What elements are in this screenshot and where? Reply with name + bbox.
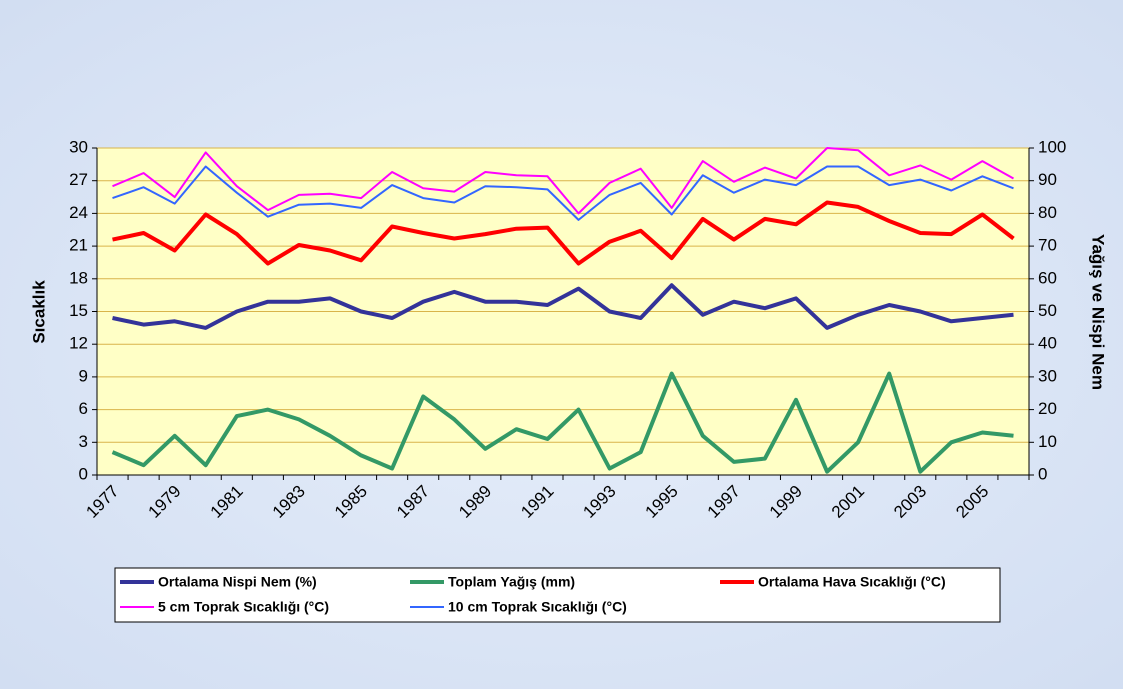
series-line <box>111 371 1014 474</box>
y-tick-label: 9 <box>79 366 88 385</box>
y-tick-label: 12 <box>69 334 88 353</box>
y2-tick-label: 20 <box>1038 399 1057 418</box>
y-tick-label: 27 <box>69 170 88 189</box>
legend-label: Ortalama Nispi Nem (%) <box>158 574 317 590</box>
y-tick-label: 0 <box>79 464 88 483</box>
series-line <box>112 165 1014 221</box>
y-tick-label: 24 <box>69 203 88 222</box>
legend-label: 10 cm Toprak Sıcaklığı (°C) <box>448 599 627 615</box>
legend-box <box>114 567 1001 623</box>
y-tick-label: 30 <box>69 137 88 156</box>
y2-tick-label: 40 <box>1038 334 1057 353</box>
y-tick-label: 15 <box>69 301 88 320</box>
y-tick-label: 3 <box>79 432 88 451</box>
y-tick-label: 21 <box>69 236 88 255</box>
series-line <box>112 283 1014 330</box>
y2-tick-label: 50 <box>1038 301 1057 320</box>
y2-tick-label: 10 <box>1038 432 1057 451</box>
legend-label: Ortalama Hava Sıcaklığı (°C) <box>758 574 946 590</box>
y2-tick-label: 90 <box>1038 170 1057 189</box>
y2-tick-label: 70 <box>1038 236 1057 255</box>
y2-tick-label: 0 <box>1038 464 1047 483</box>
y2-tick-label: 30 <box>1038 366 1057 385</box>
y2-tick-label: 60 <box>1038 268 1057 287</box>
y-tick-label: 18 <box>69 268 88 287</box>
series-line <box>112 147 1014 215</box>
legend-label: Toplam Yağış (mm) <box>448 574 575 590</box>
y-axis-title: Sıcaklık <box>29 280 48 344</box>
legend-label: 5 cm Toprak Sıcaklığı (°C) <box>158 599 329 615</box>
y2-axis-title: Yağış ve Nispi Nem <box>1089 234 1108 390</box>
y2-tick-label: 80 <box>1038 203 1057 222</box>
y-tick-label: 6 <box>79 399 88 418</box>
series-line <box>112 200 1015 266</box>
y2-tick-label: 100 <box>1038 137 1066 156</box>
